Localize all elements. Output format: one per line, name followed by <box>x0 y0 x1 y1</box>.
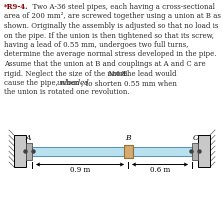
Text: 0.6 m: 0.6 m <box>150 167 170 175</box>
Text: The lead would: The lead would <box>120 69 177 77</box>
Text: Two A-36 steel pipes, each having a cross-sectional: Two A-36 steel pipes, each having a cros… <box>28 3 215 11</box>
Text: rigid. Neglect the size of the union.: rigid. Neglect the size of the union. <box>4 69 130 77</box>
Text: 0.9 m: 0.9 m <box>70 167 90 175</box>
Text: cause the pipe, when: cause the pipe, when <box>4 79 82 87</box>
Text: on the pipe. If the union is then tightened so that its screw,: on the pipe. If the union is then tighte… <box>4 31 214 39</box>
Bar <box>198 135 210 167</box>
Text: A: A <box>25 135 31 142</box>
Text: unloaded: unloaded <box>57 79 90 87</box>
Text: Assume that the union at B and couplings at A and C are: Assume that the union at B and couplings… <box>4 60 206 68</box>
Bar <box>123 144 133 157</box>
Bar <box>26 142 32 160</box>
Bar <box>192 142 198 160</box>
Text: shown. Originally the assembly is adjusted so that no load is: shown. Originally the assembly is adjust… <box>4 22 218 30</box>
Text: Note:: Note: <box>107 69 127 77</box>
Bar <box>14 135 26 167</box>
Text: area of 200 mm², are screwed together using a union at B as: area of 200 mm², are screwed together us… <box>4 13 221 20</box>
Text: C: C <box>193 135 199 142</box>
Text: B: B <box>125 134 131 141</box>
Text: having a lead of 0.55 mm, undergoes two full turns,: having a lead of 0.55 mm, undergoes two … <box>4 41 189 49</box>
Text: , to shorten 0.55 mm when: , to shorten 0.55 mm when <box>81 79 177 87</box>
Bar <box>133 146 192 155</box>
Text: *R9-4.: *R9-4. <box>4 3 29 11</box>
Text: determine the average normal stress developed in the pipe.: determine the average normal stress deve… <box>4 51 217 59</box>
Bar <box>32 146 123 155</box>
Text: the union is rotated one revolution.: the union is rotated one revolution. <box>4 89 130 97</box>
